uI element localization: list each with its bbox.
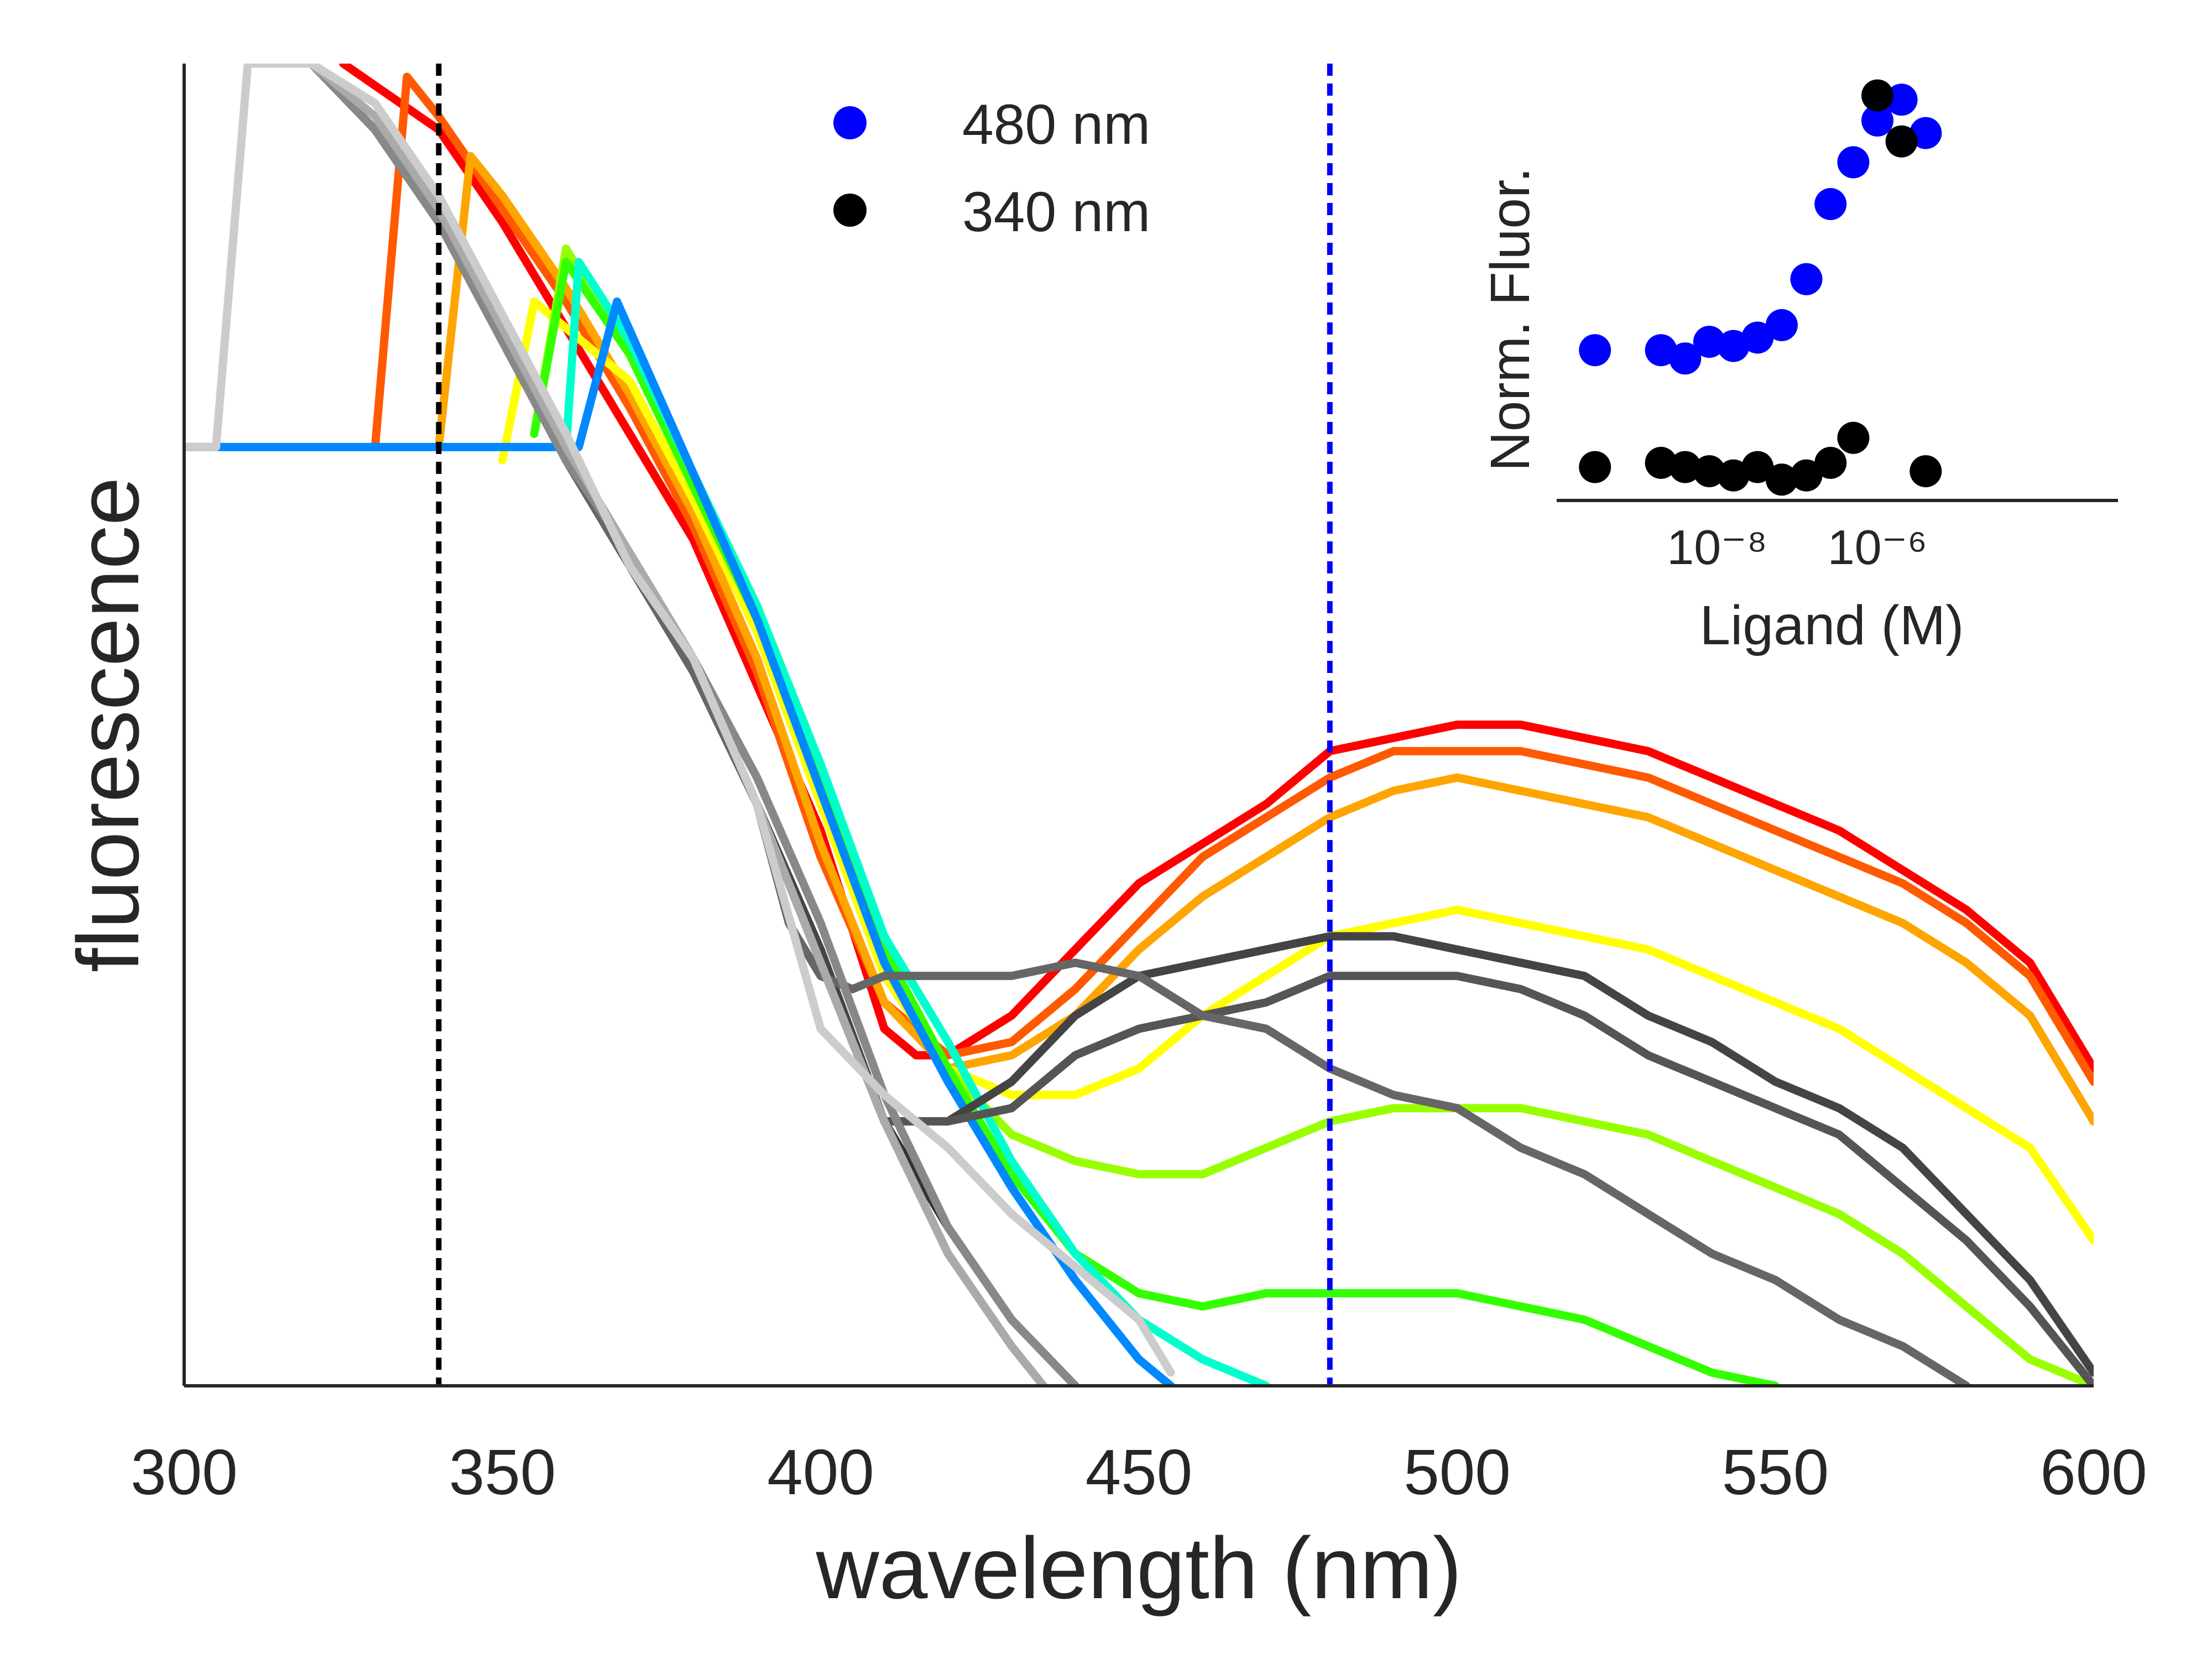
inset-point-340nm (1741, 451, 1774, 483)
inset-x-tick-label: 10⁻⁶ (1828, 520, 1928, 575)
inset-point-340nm (1814, 447, 1847, 479)
x-tick-label: 500 (1404, 1436, 1511, 1508)
inset-point-480nm (1717, 330, 1750, 362)
inset-point-480nm (1790, 263, 1823, 295)
spectrum-line-3 (434, 152, 2094, 1126)
inset-point-340nm (1885, 125, 1918, 158)
inset-point-480nm (1645, 334, 1677, 367)
legend-label: 480 nm (962, 93, 1150, 156)
inset-point-480nm (1765, 309, 1798, 341)
spectrum-line-2 (371, 72, 2094, 1086)
inset-point-340nm (1579, 451, 1611, 483)
inset-point-340nm (1717, 459, 1750, 492)
inset-point-480nm (1885, 84, 1918, 116)
spectrum-line-1 (339, 64, 2094, 1073)
inset-point-480nm (1693, 326, 1725, 358)
inset-point-340nm (1645, 447, 1677, 479)
main-series-group (184, 64, 2094, 1386)
inset-x-axis-label: Ligand (M) (1700, 594, 1964, 656)
inset-point-340nm (1910, 455, 1942, 488)
x-axis-label: wavelength (nm) (816, 1520, 1462, 1617)
inset-point-480nm (1741, 321, 1774, 354)
x-tick-label: 400 (767, 1436, 874, 1508)
inset-point-480nm (1861, 104, 1893, 137)
x-tick-label: 600 (2040, 1436, 2147, 1508)
x-tick-label: 550 (1722, 1436, 1829, 1508)
inset-x-tick-label: 10⁻⁸ (1667, 520, 1767, 575)
main-reference-lines (436, 64, 1333, 1386)
inset-point-480nm (1669, 342, 1702, 375)
inset-point-340nm (1669, 451, 1702, 483)
y-axis-label: fluorescence (60, 477, 157, 973)
inset-point-340nm (1861, 79, 1893, 112)
inset-point-480nm (1579, 334, 1611, 367)
spectrum-line-15 (184, 64, 1175, 1377)
inset-y-axis-label: Norm. Fluor. (1479, 167, 1541, 471)
spectrum-line-4 (498, 297, 2094, 1245)
inset-point-480nm (1814, 188, 1847, 220)
inset-point-480nm (1910, 117, 1942, 149)
inset-point-340nm (1693, 455, 1725, 488)
inset-chart: 10⁻⁸ 10⁻⁶ Ligand (M) Norm. Fluor. 480 nm 340 … (833, 79, 2118, 656)
inset-point-340nm (1837, 421, 1870, 454)
x-tick-label: 300 (131, 1436, 238, 1508)
x-tick-label: 450 (1086, 1436, 1193, 1508)
main-axes: 300 350 400 450 500 550 600 wavelength (nm) fluo… (60, 64, 2147, 1617)
inset-point-340nm (1765, 463, 1798, 496)
legend-label: 340 nm (962, 180, 1150, 243)
x-tick-label: 350 (449, 1436, 556, 1508)
legend-marker-480nm (833, 106, 867, 139)
spectrum-line-8 (184, 297, 1175, 1386)
inset-point-480nm (1837, 146, 1870, 179)
legend-marker-340nm (833, 194, 867, 227)
inset-point-340nm (1790, 459, 1823, 492)
